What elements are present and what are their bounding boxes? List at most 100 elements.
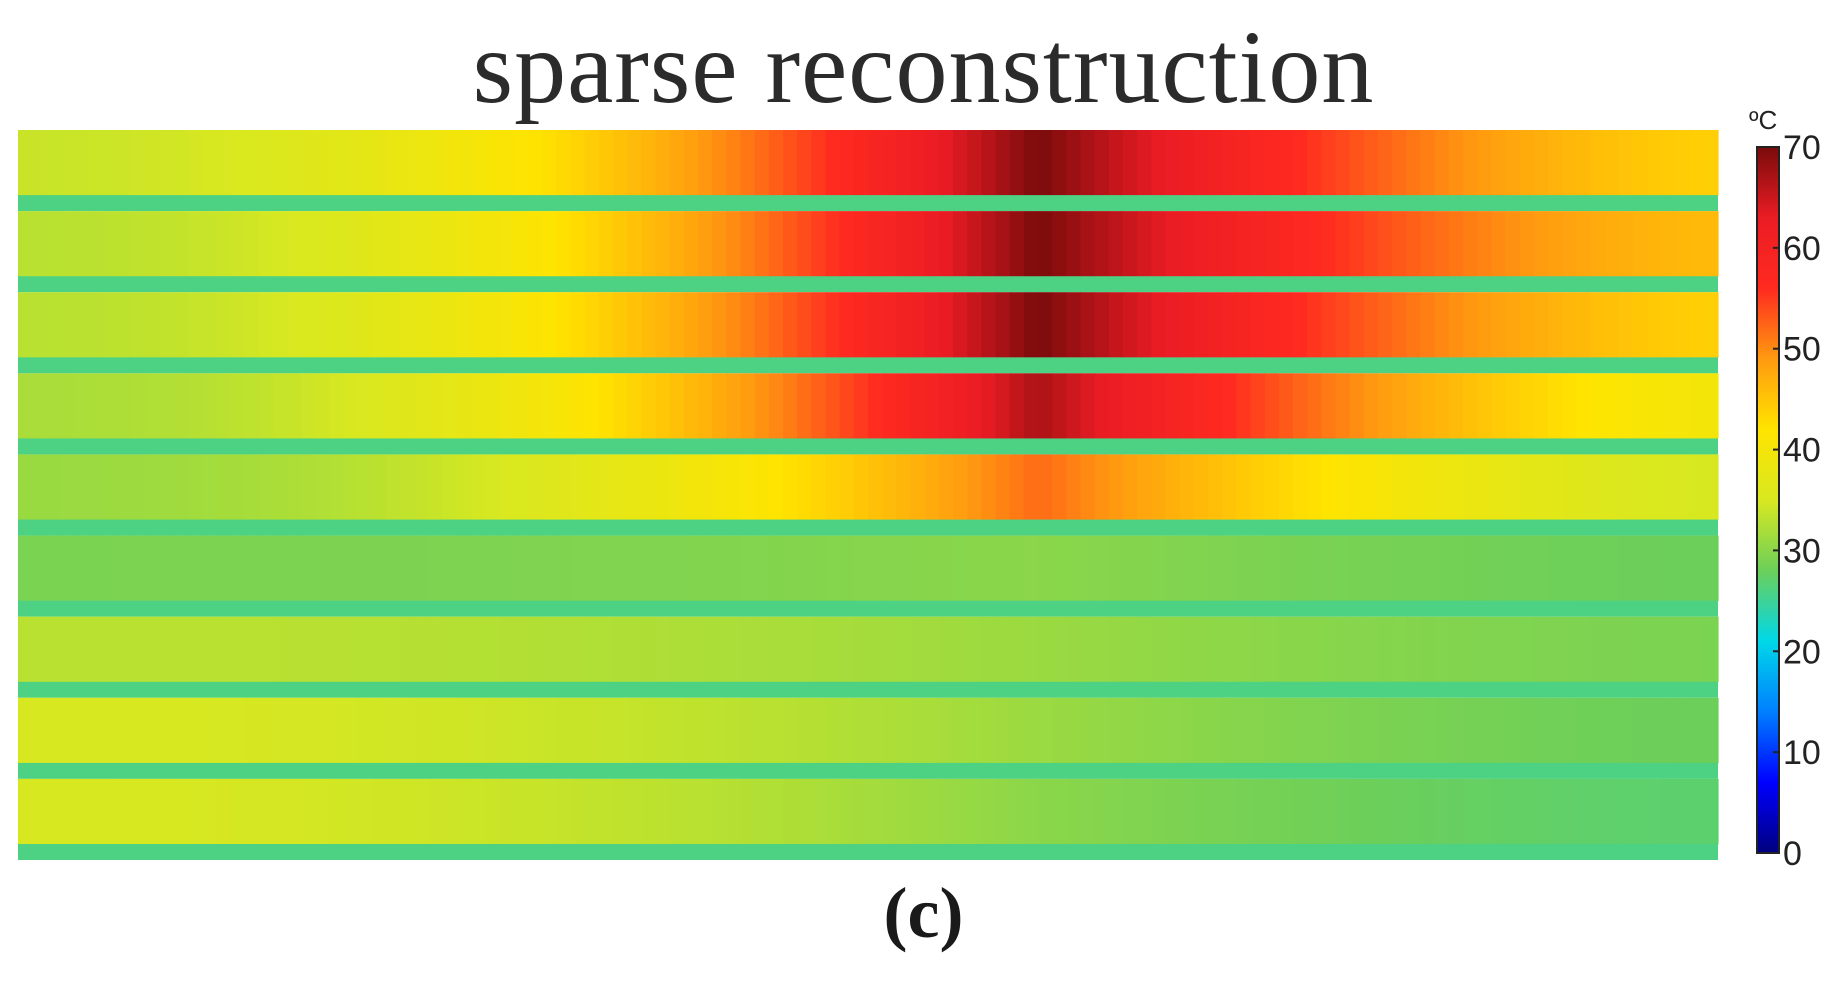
heatmap-cell xyxy=(1647,778,1662,845)
heatmap-cell xyxy=(74,373,90,439)
heatmap-cell xyxy=(159,697,175,764)
heatmap-cell xyxy=(981,292,997,358)
heatmap-cell xyxy=(641,130,657,196)
heatmap-cell xyxy=(1463,616,1478,683)
heatmap-cell xyxy=(1094,373,1110,439)
heatmap-cell xyxy=(230,616,246,683)
heatmap-cell xyxy=(60,778,76,845)
heatmap-cell xyxy=(258,454,274,521)
heatmap-cell xyxy=(230,778,246,845)
heatmap-cell xyxy=(287,697,302,764)
heatmap-cell xyxy=(32,130,47,196)
heatmap-cell xyxy=(1335,535,1351,602)
heatmap-cell xyxy=(1236,130,1252,196)
heatmap-cell xyxy=(1378,454,1393,521)
heatmap-cell xyxy=(1548,454,1563,521)
heatmap-cell xyxy=(1647,535,1662,602)
heatmap-cell xyxy=(258,292,274,358)
heatmap-cell xyxy=(32,292,47,358)
heatmap-cell xyxy=(627,535,642,602)
heatmap-cell xyxy=(1533,778,1549,845)
heatmap-cell xyxy=(1023,454,1039,521)
heatmap-cell xyxy=(1519,778,1535,845)
heatmap-cell xyxy=(173,211,189,277)
heatmap-cell xyxy=(669,535,685,602)
heatmap-cell xyxy=(18,373,33,439)
heatmap-cell xyxy=(117,211,132,277)
heatmap-cell xyxy=(103,697,118,764)
heatmap-cell xyxy=(88,778,104,845)
heatmap-cell xyxy=(882,535,897,602)
heatmap-cell xyxy=(1590,292,1606,358)
heatmap-cell xyxy=(797,778,812,845)
heatmap-cell xyxy=(556,616,572,683)
heatmap-cell xyxy=(1548,616,1563,683)
heatmap-cell xyxy=(938,778,954,845)
heatmap-cell xyxy=(584,211,600,277)
heatmap-cell xyxy=(1307,454,1322,521)
heatmap-cell xyxy=(1321,778,1337,845)
heatmap-cell xyxy=(287,778,302,845)
heatmap-cell xyxy=(1576,697,1592,764)
heatmap-cell xyxy=(1179,130,1195,196)
colorbar-tick-label: 10 xyxy=(1783,734,1821,772)
heatmap-cell xyxy=(712,616,727,683)
heatmap-cell xyxy=(853,616,869,683)
heatmap-cell xyxy=(1250,211,1266,277)
heatmap-cell xyxy=(953,697,968,764)
heatmap-cell xyxy=(783,211,798,277)
heatmap-cell xyxy=(1052,778,1067,845)
heatmap-cell xyxy=(159,211,175,277)
heatmap-cell xyxy=(712,535,727,602)
heatmap-cell xyxy=(641,697,657,764)
heatmap-cell xyxy=(88,130,104,196)
colorbar-tick-label: 70 xyxy=(1783,129,1821,167)
heatmap-cell xyxy=(910,697,926,764)
heatmap-cell xyxy=(1307,130,1322,196)
heatmap-cell xyxy=(967,616,982,683)
heatmap-cell xyxy=(1703,130,1719,196)
heatmap-cell xyxy=(1349,778,1365,845)
heatmap-cell xyxy=(783,535,798,602)
heatmap-cell xyxy=(1363,778,1379,845)
heatmap-cell xyxy=(485,373,501,439)
heatmap-cell xyxy=(1349,454,1365,521)
heatmap-cell xyxy=(32,697,47,764)
heatmap-cell xyxy=(1137,130,1152,196)
heatmap-cell xyxy=(924,130,940,196)
heatmap-cell xyxy=(301,535,317,602)
heatmap-cell xyxy=(1208,454,1223,521)
heatmap-cell xyxy=(18,130,33,196)
heatmap-cell xyxy=(1633,454,1648,521)
heatmap-separator-band xyxy=(18,519,1718,536)
heatmap-cell xyxy=(1448,697,1464,764)
heatmap-cell xyxy=(1562,616,1577,683)
heatmap-cell xyxy=(698,292,713,358)
heatmap-cell xyxy=(287,373,302,439)
heatmap-cell xyxy=(400,616,416,683)
heatmap-cell xyxy=(1434,697,1450,764)
heatmap-cell xyxy=(768,778,784,845)
heatmap-cell xyxy=(995,211,1011,277)
heatmap-cell xyxy=(1519,616,1535,683)
heatmap-cell xyxy=(967,211,982,277)
heatmap-cell xyxy=(1618,616,1634,683)
heatmap-cell xyxy=(740,778,756,845)
heatmap-cell xyxy=(598,616,614,683)
heatmap-cell xyxy=(103,778,118,845)
heatmap-cell xyxy=(1335,373,1351,439)
heatmap-cell xyxy=(1590,373,1606,439)
heatmap-cell xyxy=(1576,616,1592,683)
heatmap-cell xyxy=(839,211,855,277)
heatmap-cell xyxy=(1378,373,1393,439)
heatmap-cell xyxy=(485,292,501,358)
heatmap-cell xyxy=(953,211,968,277)
heatmap-cell xyxy=(60,616,76,683)
heatmap-cell xyxy=(202,778,217,845)
heatmap-cell xyxy=(896,373,912,439)
heatmap-cell xyxy=(1321,535,1337,602)
heatmap-cell xyxy=(613,778,628,845)
heatmap-cell xyxy=(868,535,883,602)
heatmap-cell xyxy=(1250,778,1266,845)
